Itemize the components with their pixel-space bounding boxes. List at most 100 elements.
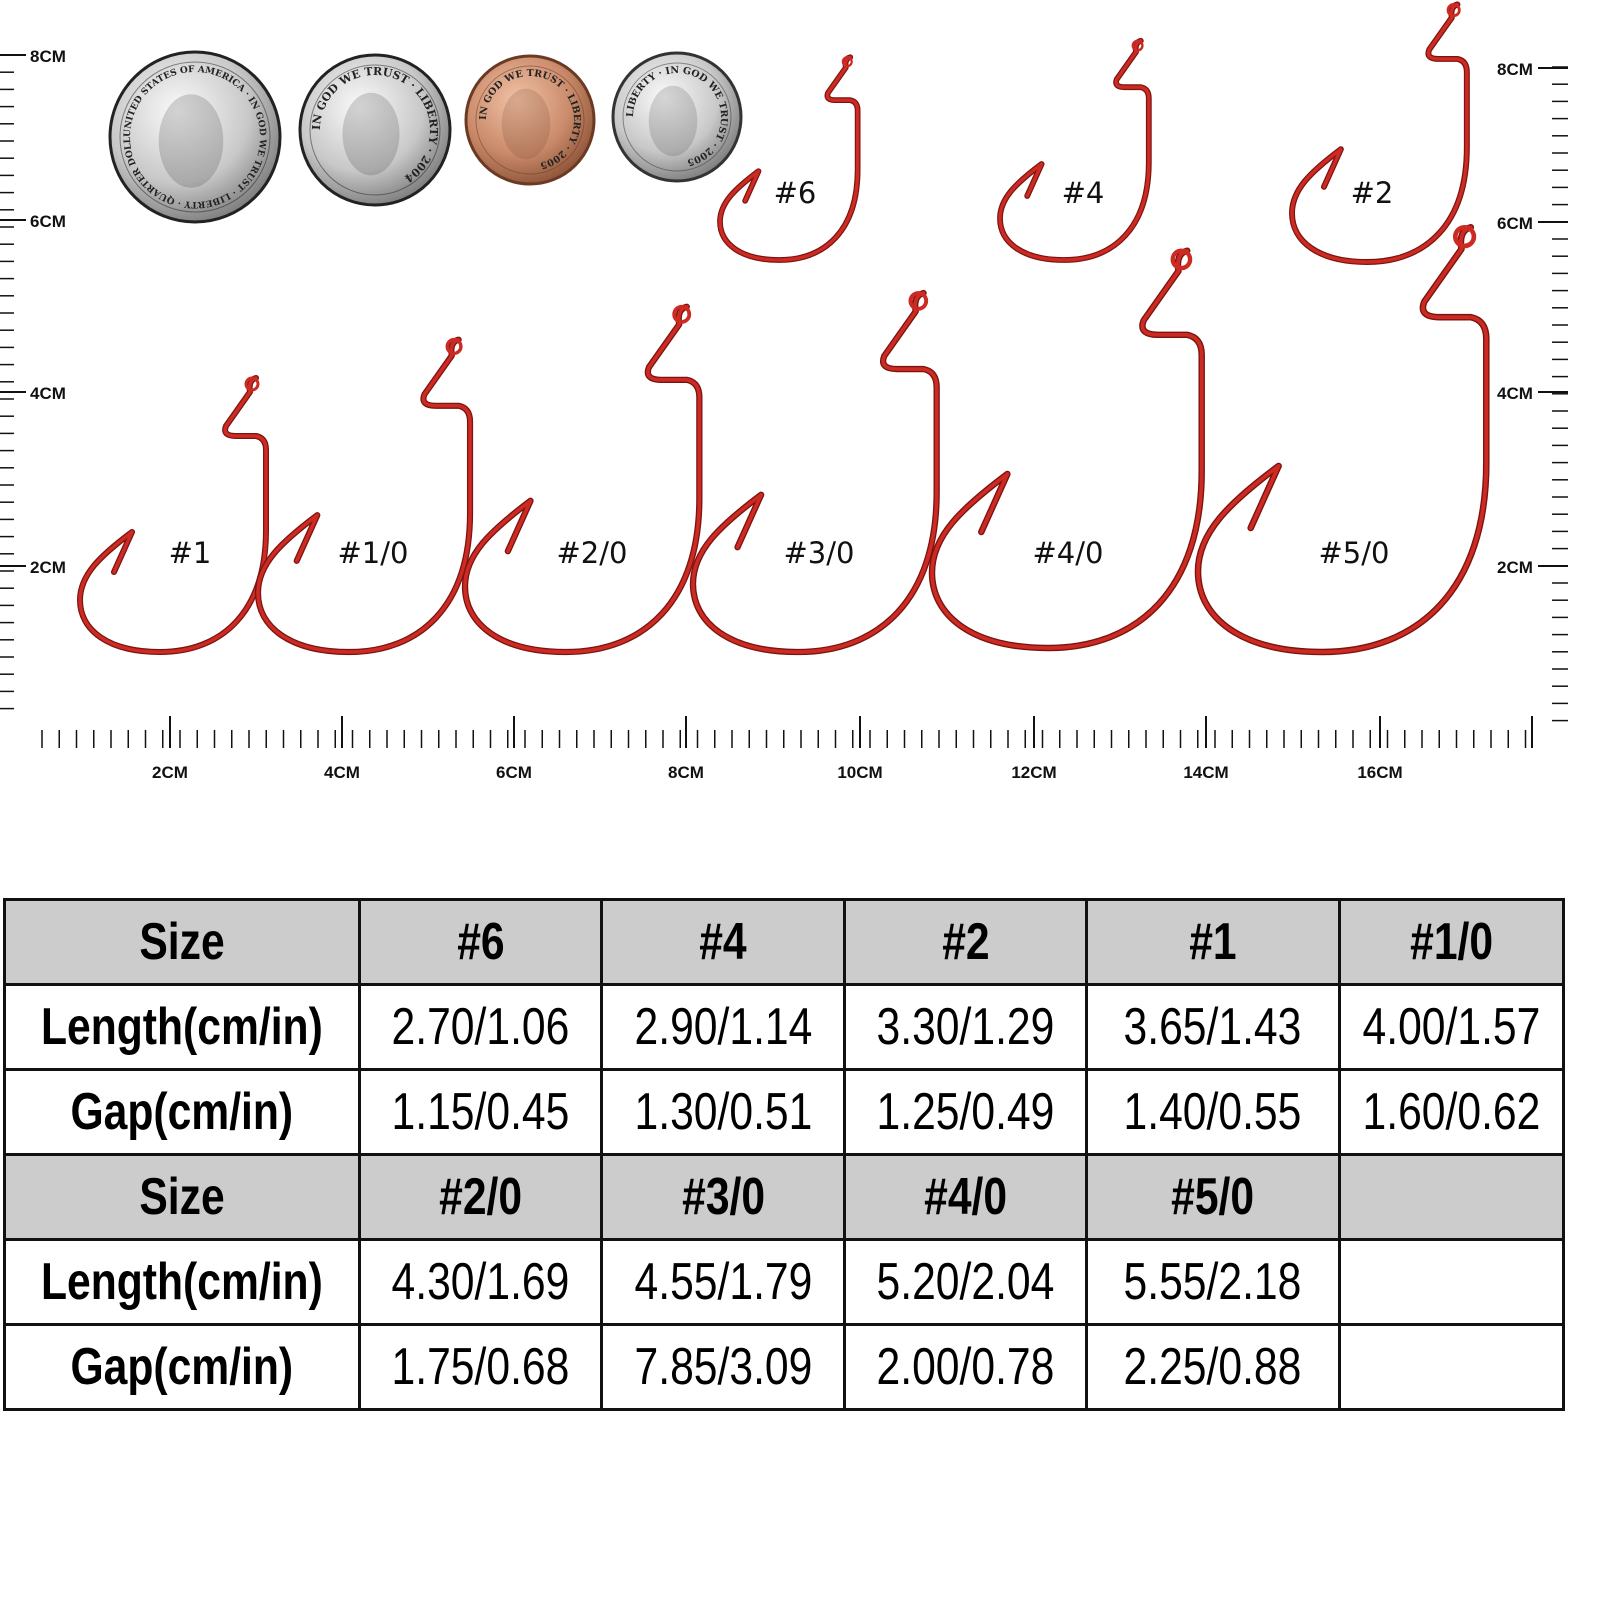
table-cell: 3.30/1.29 [843, 983, 1088, 1071]
table-cell: 7.85/3.09 [600, 1323, 847, 1411]
left-ruler-label: 4CM [30, 384, 66, 403]
hook-size-label: #5/0 [1319, 536, 1390, 570]
table-cell: 1.30/0.51 [600, 1068, 847, 1156]
table-cell: #3/0 [600, 1153, 847, 1241]
cell-text: #5/0 [1171, 1168, 1255, 1226]
cell-text: 1.30/0.51 [634, 1083, 813, 1141]
hook-size-label: #3/0 [784, 536, 855, 570]
cell-text: #4 [699, 913, 747, 971]
cell-text: 3.65/1.43 [1123, 998, 1302, 1056]
cell-text: 4.30/1.69 [391, 1253, 570, 1311]
hook [928, 247, 1205, 652]
table-cell: 1.25/0.49 [843, 1068, 1088, 1156]
cell-text: 1.40/0.55 [1123, 1083, 1302, 1141]
cell-text: 4.55/1.79 [634, 1253, 813, 1311]
cell-text: #1/0 [1409, 913, 1493, 971]
penny-coin: IN GOD WE TRUST · LIBERTY · 2005 [464, 54, 596, 186]
cell-text: 1.75/0.68 [391, 1338, 570, 1396]
table-cell: Length(cm/in) [2, 983, 362, 1071]
table-cell: #5/0 [1084, 1153, 1341, 1241]
table-cell: 5.55/2.18 [1084, 1238, 1341, 1326]
table-row: Gap(cm/in) 1.75/0.68 7.85/3.09 2.00/0.78 2.2… [2, 1323, 1566, 1411]
table-cell: 1.60/0.62 [1337, 1068, 1566, 1156]
table-cell: #1 [1084, 898, 1341, 986]
cell-text: Size [139, 1168, 225, 1226]
table-cell: Gap(cm/in) [2, 1323, 362, 1411]
cell-text: #3/0 [681, 1168, 765, 1226]
table-cell: Size [2, 1153, 362, 1241]
cell-text: Length(cm/in) [41, 1253, 324, 1311]
table-cell: 4.00/1.57 [1337, 983, 1566, 1071]
table-cell: #4/0 [843, 1153, 1088, 1241]
table-cell: #1/0 [1337, 898, 1566, 986]
hook-size-illustration: UNITED STATES OF AMERICA · IN GOD WE TRU… [0, 0, 1568, 782]
quarter-coin: UNITED STATES OF AMERICA · IN GOD WE TRU… [0, 0, 282, 224]
cell-text: Gap(cm/in) [70, 1083, 294, 1141]
hook-size-label: #2/0 [557, 536, 628, 570]
table-row: Gap(cm/in) 1.15/0.45 1.30/0.51 1.25/0.49 1.4… [2, 1068, 1566, 1156]
hook [461, 303, 703, 656]
hook [254, 336, 474, 656]
table-cell: Length(cm/in) [2, 1238, 362, 1326]
cell-text: #2/0 [439, 1168, 523, 1226]
bottom-ruler-label: 8CM [668, 763, 704, 782]
table-cell: 2.25/0.88 [1084, 1323, 1341, 1411]
table-cell: 1.40/0.55 [1084, 1068, 1341, 1156]
table-header-row: Size #6 #4 #2 #1 #1/0 [2, 898, 1566, 986]
cell-text: 1.15/0.45 [391, 1083, 570, 1141]
cell-text: 5.20/2.04 [876, 1253, 1055, 1311]
bottom-ruler-label: 6CM [496, 763, 532, 782]
table-cell: 4.30/1.69 [358, 1238, 604, 1326]
hook [689, 289, 940, 656]
hook-size-label: #1 [169, 536, 212, 570]
table-cell: 2.90/1.14 [600, 983, 847, 1071]
table-cell [1337, 1153, 1566, 1241]
cell-text: 7.85/3.09 [634, 1338, 813, 1396]
cell-text: 3.30/1.29 [876, 998, 1055, 1056]
hook-size-label: #2 [1351, 176, 1394, 210]
hook-size-label: #6 [774, 176, 817, 210]
cell-text: 4.00/1.57 [1362, 998, 1541, 1056]
table-cell: #2 [843, 898, 1088, 986]
hook [77, 375, 269, 655]
cell-text: #1 [1189, 913, 1237, 971]
cell-text: Gap(cm/in) [70, 1338, 294, 1396]
hook [1289, 1, 1470, 265]
table-cell: 1.15/0.45 [358, 1068, 604, 1156]
table-cell: #2/0 [358, 1153, 604, 1241]
hook [717, 54, 861, 263]
bottom-ruler-label: 10CM [837, 763, 882, 782]
cell-text: Length(cm/in) [41, 998, 324, 1056]
hook-size-label: #4/0 [1033, 536, 1104, 570]
cell-text: #6 [457, 913, 505, 971]
cell-text: #2 [941, 913, 990, 971]
bottom-ruler-label: 2CM [152, 763, 188, 782]
cell-text: 2.25/0.88 [1123, 1338, 1302, 1396]
hook-size-label: #1/0 [338, 536, 409, 570]
cell-text: 1.60/0.62 [1362, 1083, 1541, 1141]
left-ruler-label: 6CM [30, 212, 66, 231]
hook [1194, 224, 1490, 656]
table-cell: #6 [358, 898, 604, 986]
bottom-ruler-label: 4CM [324, 763, 360, 782]
table-cell [1337, 1323, 1566, 1411]
table-cell: 1.75/0.68 [358, 1323, 604, 1411]
hook-size-label: #4 [1062, 176, 1105, 210]
table-header-row: Size #2/0 #3/0 #4/0 #5/0 [2, 1153, 1566, 1241]
table-cell [1337, 1238, 1566, 1326]
table-cell: 3.65/1.43 [1084, 983, 1341, 1071]
table-cell: 2.00/0.78 [843, 1323, 1088, 1411]
right-ruler-label: 2CM [1497, 558, 1533, 577]
table-cell: 2.70/1.06 [358, 983, 604, 1071]
left-ruler-label: 8CM [30, 47, 66, 66]
bottom-ruler-label: 16CM [1357, 763, 1402, 782]
table-cell: Size [2, 898, 362, 986]
table-cell: 5.20/2.04 [843, 1238, 1088, 1326]
table-cell: Gap(cm/in) [2, 1068, 362, 1156]
cell-text: 2.90/1.14 [634, 998, 813, 1056]
table-cell: #4 [600, 898, 847, 986]
cell-text: 2.70/1.06 [391, 998, 570, 1056]
hook-size-table: Size #6 #4 #2 #1 #1/0 Length(cm/in) 2.70/1.06 2.… [2, 898, 1566, 1411]
dime-coin: LIBERTY · IN GOD WE TRUST · 2005 [611, 51, 743, 183]
cell-text: Size [139, 913, 225, 971]
